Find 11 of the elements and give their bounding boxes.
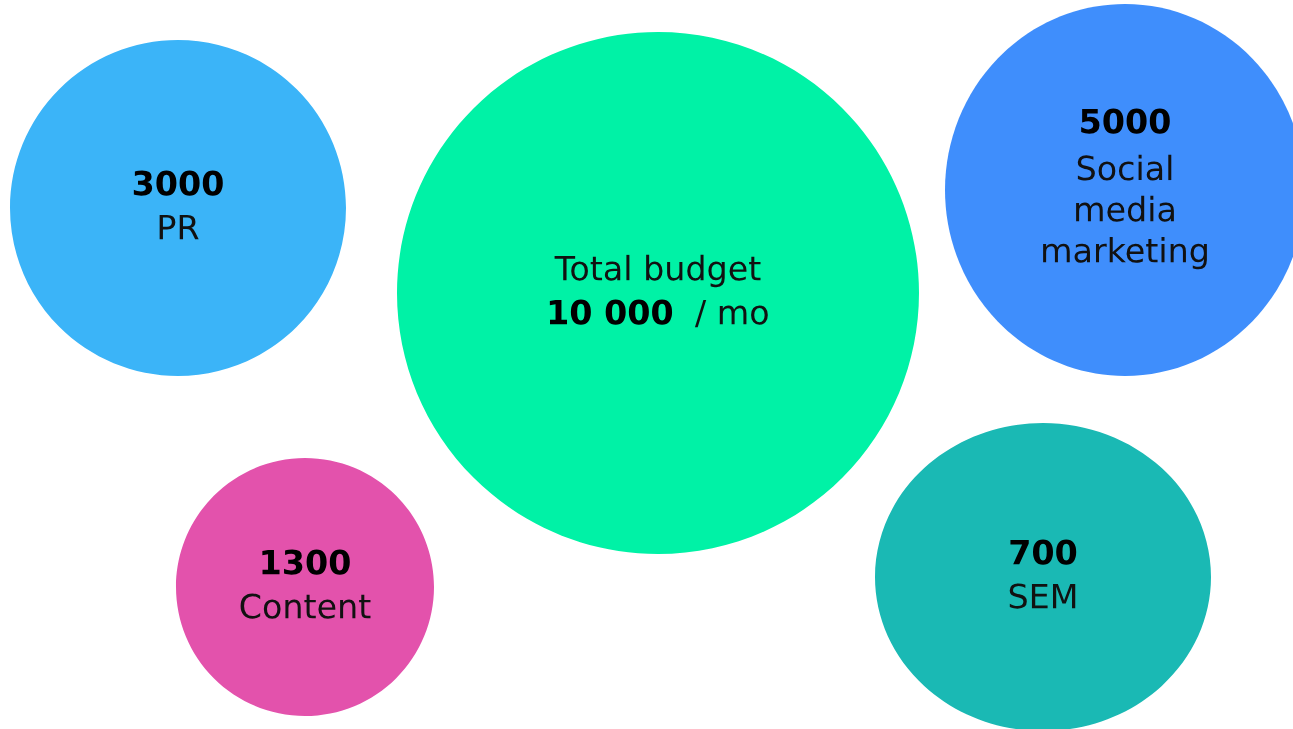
data-label: 10 000 [549, 299, 673, 325]
data-label: 700 [1010, 539, 1077, 565]
data-label: 1300 [262, 549, 350, 575]
data-label: 3000 [133, 170, 223, 196]
category-label: Content [240, 593, 371, 619]
category-label: PR [159, 214, 199, 240]
data-label: 5000 [1081, 108, 1170, 134]
category-label: SEM [1009, 583, 1076, 609]
text: / mo [694, 299, 768, 328]
category-label: Social media marketing [1043, 154, 1207, 270]
category-label: Total budget [554, 254, 761, 288]
